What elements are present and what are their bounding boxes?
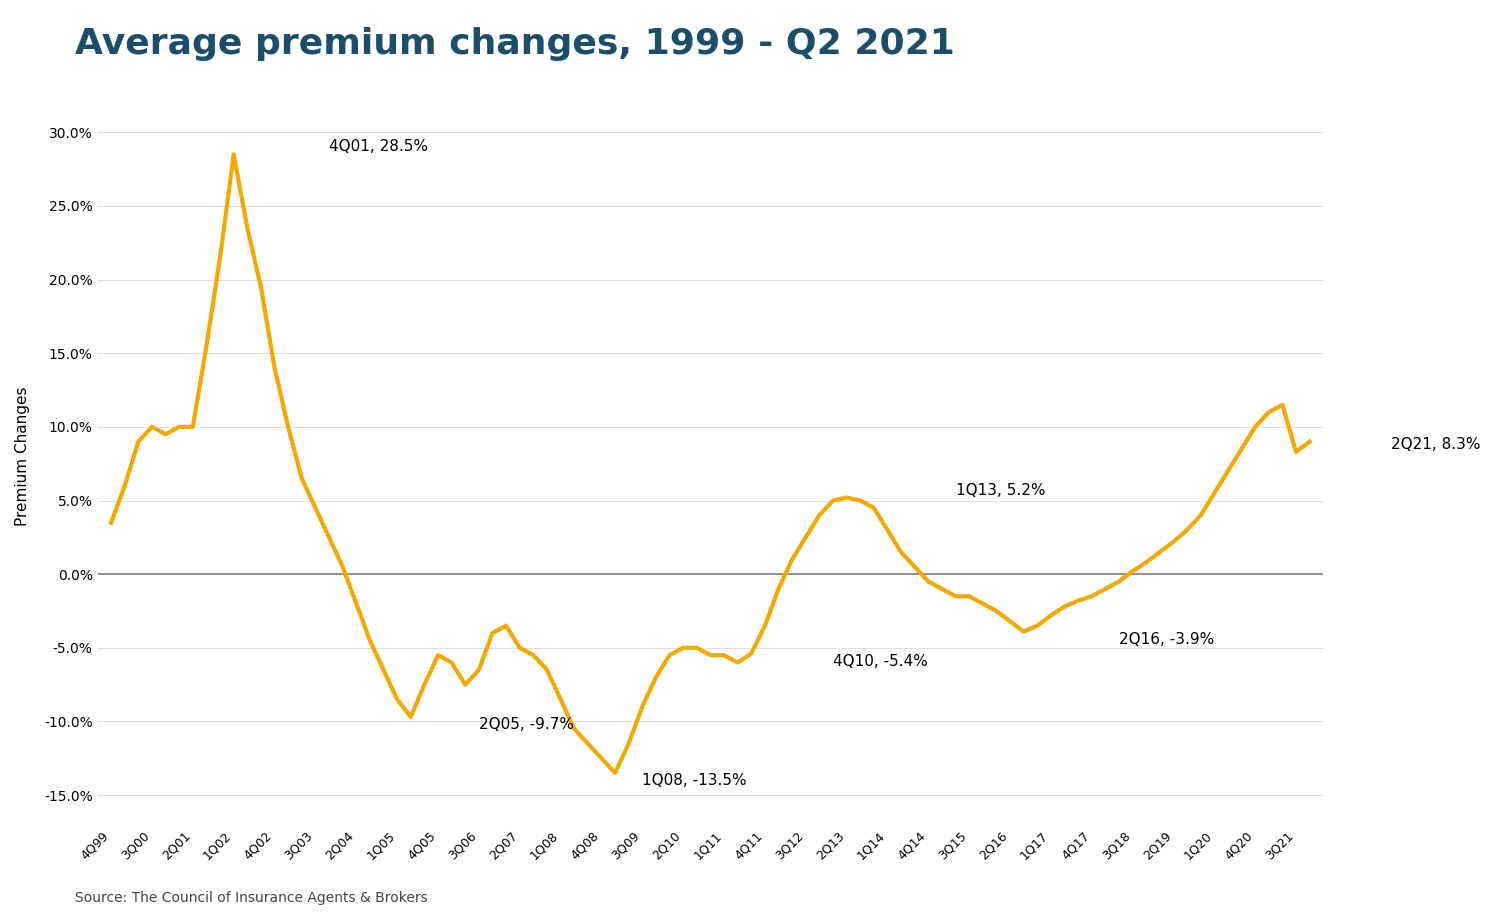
Text: 2Q16, -3.9%: 2Q16, -3.9%	[1119, 632, 1214, 646]
Text: Average premium changes, 1999 - Q2 2021: Average premium changes, 1999 - Q2 2021	[75, 27, 955, 61]
Text: 2Q21, 8.3%: 2Q21, 8.3%	[1392, 437, 1482, 452]
Text: Source: The Council of Insurance Agents & Brokers: Source: The Council of Insurance Agents …	[75, 891, 427, 905]
Text: 4Q01, 28.5%: 4Q01, 28.5%	[330, 140, 428, 154]
Text: 2Q05, -9.7%: 2Q05, -9.7%	[479, 717, 574, 732]
Text: 1Q08, -13.5%: 1Q08, -13.5%	[642, 773, 747, 788]
Text: 4Q10, -5.4%: 4Q10, -5.4%	[833, 654, 928, 669]
Y-axis label: Premium Changes: Premium Changes	[15, 387, 30, 526]
Text: 1Q13, 5.2%: 1Q13, 5.2%	[955, 483, 1044, 497]
